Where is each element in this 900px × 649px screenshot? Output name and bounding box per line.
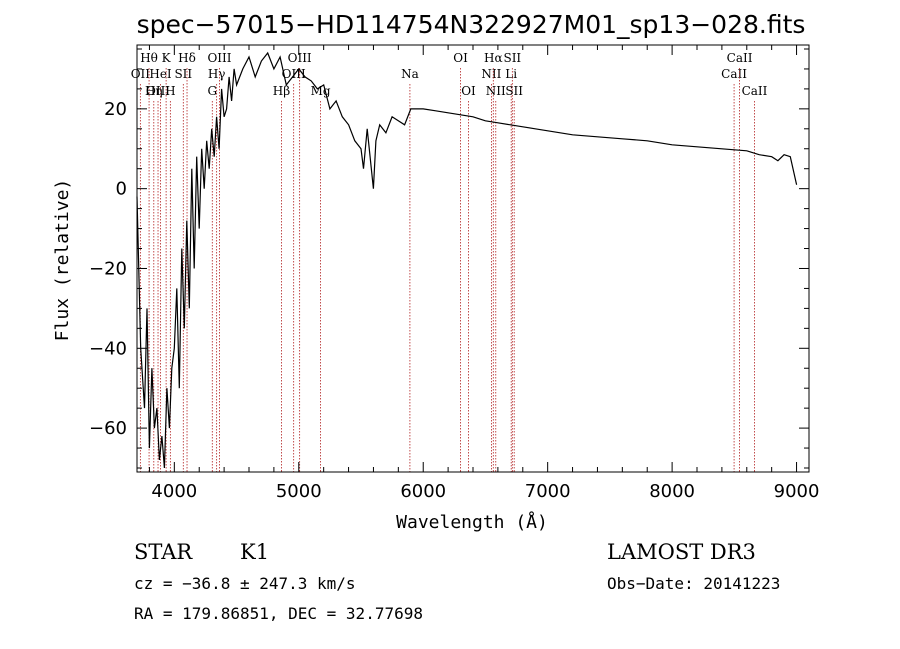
- x-tick-label: 6000: [400, 481, 446, 502]
- axis-ticks: 4000 5000 6000 7000 8000 9000 −60 −40 −20 0 20: [89, 45, 819, 502]
- ra-dec: RA = 179.86851, DEC = 32.77698: [134, 604, 423, 623]
- spectrum-series-line: [136, 51, 798, 469]
- chart-title: spec−57015−HD114754N322927M01_sp13−028.f…: [137, 10, 806, 39]
- redshift-cz: cz = −36.8 ± 247.3 km/s: [134, 574, 356, 593]
- y-tick-label: −20: [89, 258, 127, 279]
- spectral-line-label: NII: [486, 84, 506, 98]
- y-tick-label: 20: [104, 99, 127, 120]
- y-tick-label: −60: [89, 418, 127, 439]
- object-subclass: K1: [240, 540, 270, 564]
- x-tick-label: 4000: [151, 481, 197, 502]
- spectral-line-label: Hγ: [208, 67, 226, 81]
- spectral-line-label: Hθ: [140, 51, 158, 65]
- spectral-line-label: OI: [461, 84, 476, 98]
- x-tick-label: 5000: [276, 481, 322, 502]
- survey-name: LAMOST DR3: [607, 540, 756, 564]
- spectral-line-label: OIII: [146, 84, 170, 98]
- object-class: STAR: [134, 540, 193, 564]
- spectral-line-label: OIII: [207, 51, 231, 65]
- y-tick-label: 0: [116, 179, 127, 200]
- spectral-line-label: Na: [401, 67, 419, 81]
- spectral-line-label: CaII: [727, 51, 753, 65]
- spectral-line-label: Hα: [484, 51, 503, 65]
- spectral-line-label: Li: [505, 67, 517, 81]
- x-tick-label: 7000: [525, 481, 571, 502]
- y-tick-label: −40: [89, 338, 127, 359]
- spectral-line-label: CaII: [721, 67, 747, 81]
- x-axis-label: Wavelength (Å): [396, 511, 548, 533]
- spectral-line-label: Hβ: [273, 84, 290, 98]
- spectral-line-label: SII: [174, 67, 192, 81]
- spectral-line-label: G: [207, 84, 217, 98]
- spectral-line-label: SII: [503, 51, 521, 65]
- spectral-line-label: H: [165, 84, 175, 98]
- spectral-line-label: Hδ: [178, 51, 196, 65]
- spectral-line-label: Hη: [145, 84, 163, 98]
- x-tick-label: 8000: [649, 481, 695, 502]
- y-axis-label: Flux (relative): [52, 179, 73, 342]
- observation-date: Obs−Date: 20141223: [607, 574, 781, 593]
- spectral-line-label: OIII: [288, 51, 312, 65]
- spectral-line-label: CaII: [742, 84, 768, 98]
- plot-frame: [136, 44, 810, 473]
- x-tick-label: 9000: [774, 481, 820, 502]
- spectral-line-label: NII: [481, 67, 501, 81]
- spectral-line-label: OII: [131, 67, 151, 81]
- spectral-line-label: K: [162, 51, 172, 65]
- spectral-line-label: SII: [505, 84, 523, 98]
- spectral-line-label: OI: [453, 51, 468, 65]
- spectral-line-label: HeI: [149, 67, 172, 81]
